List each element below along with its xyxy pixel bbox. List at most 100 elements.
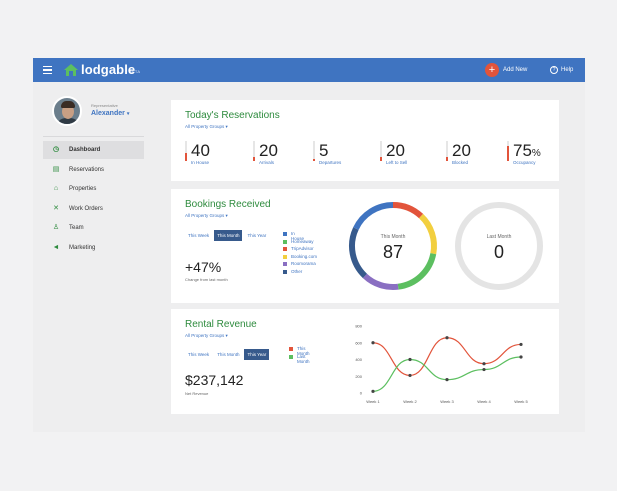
stat-bar-fill [313, 159, 315, 161]
stat-bar-fill [185, 153, 187, 161]
sidebar-item-team[interactable]: ♙ Team [43, 219, 144, 237]
y-tick-label: 800 [355, 324, 362, 329]
legend-swatch [283, 239, 287, 244]
legend-label: Roomorama [291, 261, 316, 266]
home-icon: ⌂ [53, 185, 59, 192]
tab-this-year[interactable]: This Year [247, 233, 267, 238]
donut-slice [392, 202, 424, 219]
stat-in-house: 40 In House [185, 141, 235, 165]
stat-bar [380, 141, 382, 161]
this-month-value: 87 [382, 242, 404, 262]
donut-slice [353, 202, 394, 230]
period-tabs: This Week This Month This Year [185, 349, 271, 360]
user-menu[interactable]: Alexander ▾ [91, 110, 129, 117]
user-role: Representative [91, 103, 118, 108]
megaphone-icon: ◄ [52, 243, 60, 251]
stat-bar [313, 141, 315, 161]
stat-blocked: 20 Blocked [446, 141, 496, 165]
sidebar: Representative Alexander ▾ ◷ Dashboard ▤… [33, 82, 159, 432]
logo-text[interactable]: lodgable [81, 62, 136, 77]
clock-icon: ◷ [52, 146, 60, 153]
sidebar-item-work-orders[interactable]: ✕ Work Orders [43, 200, 144, 218]
card-title: Bookings Received [185, 199, 271, 210]
stat-label: In House [191, 160, 210, 165]
y-tick-label: 200 [355, 374, 362, 379]
this-month-label: This Month [380, 234, 406, 240]
menu-icon[interactable] [43, 66, 52, 75]
app-window: lodgable BETA + Add New ? Help Represent… [33, 58, 585, 432]
last-month-value: 0 [493, 242, 504, 262]
sidebar-item-label: Properties [69, 186, 97, 192]
stat-value: 5 [319, 141, 329, 160]
sidebar-item-label: Reservations [69, 166, 105, 173]
tab-this-month[interactable]: This Month [214, 230, 243, 241]
last-month-label: Last Month [486, 234, 512, 240]
sidebar-item-marketing[interactable]: ◄ Marketing [43, 239, 144, 257]
legend-swatch [283, 247, 287, 251]
data-point[interactable] [371, 389, 375, 393]
logo-icon [64, 64, 78, 76]
stat-bar-fill [446, 157, 448, 161]
stat-occupancy: 75% Occupancy [507, 141, 557, 165]
tab-this-year[interactable]: This Year [244, 349, 270, 360]
stat-departures: 5 Departures [313, 141, 363, 165]
property-group-filter[interactable]: All Property Groups ▾ [185, 124, 228, 129]
legend-swatch [289, 347, 293, 351]
stat-value: 75% [513, 141, 541, 160]
legend-label: Homeaway [291, 238, 314, 244]
top-bar: lodgable BETA + Add New ? Help [33, 58, 585, 82]
stat-label: Departures [319, 160, 342, 165]
data-point[interactable] [408, 373, 412, 378]
legend-swatch [283, 232, 287, 236]
card-title: Rental Revenue [185, 319, 257, 330]
stat-value: 20 [386, 141, 405, 160]
sidebar-item-reservations[interactable]: ▤ Reservations [43, 161, 144, 179]
sidebar-item-label: Team [69, 225, 84, 231]
x-tick-label: Week 1 [366, 399, 380, 404]
data-point[interactable] [519, 342, 523, 347]
y-tick-label: 400 [355, 357, 362, 362]
stat-arrivals: 20 Arrivals [253, 141, 303, 165]
data-point[interactable] [445, 336, 449, 340]
last-month-donut [455, 202, 543, 290]
x-tick-label: Week 2 [403, 399, 417, 404]
add-new-button[interactable]: Add New [503, 67, 528, 73]
sidebar-item-properties[interactable]: ⌂ Properties [43, 180, 144, 198]
add-icon[interactable]: + [485, 63, 499, 77]
reservations-card: Today's Reservations All Property Groups… [171, 100, 559, 181]
tab-this-month[interactable]: This Month [217, 352, 240, 357]
data-point[interactable] [445, 378, 449, 382]
stat-bar [253, 141, 255, 161]
tab-this-week[interactable]: This Week [188, 352, 210, 357]
data-point[interactable] [408, 357, 412, 362]
donut-slice [418, 213, 437, 255]
data-point[interactable] [482, 367, 486, 372]
stat-label: Occupancy [513, 160, 536, 165]
stat-label: Arrivals [259, 160, 275, 165]
property-group-filter[interactable]: All Property Groups ▾ [185, 213, 228, 218]
person-icon: ♙ [52, 224, 60, 231]
data-point[interactable] [519, 355, 523, 359]
sidebar-item-dashboard[interactable]: ◷ Dashboard [43, 141, 144, 159]
stat-label: Blocked [452, 160, 469, 165]
divider [43, 136, 144, 137]
data-point[interactable] [371, 341, 375, 345]
data-point[interactable] [482, 362, 486, 366]
help-button[interactable]: Help [561, 67, 574, 73]
property-group-filter[interactable]: All Property Groups ▾ [185, 333, 228, 338]
legend-swatch [289, 354, 293, 359]
user-name[interactable]: Alexander [91, 110, 125, 117]
stat-bar [507, 141, 509, 161]
legend-label: Other [291, 268, 303, 274]
avatar[interactable] [52, 96, 82, 126]
donut-slice [397, 252, 437, 290]
x-tick-label: Week 5 [514, 399, 528, 404]
revenue-card: Rental Revenue All Property Groups ▾ Thi… [171, 309, 559, 414]
period-tabs: This Week This Month This Year [185, 230, 271, 241]
chevron-down-icon[interactable]: ▾ [126, 111, 130, 117]
x-tick-label: Week 3 [440, 399, 454, 404]
stat-bar [446, 141, 448, 161]
sidebar-nav: ◷ Dashboard ▤ Reservations ⌂ Properties … [43, 141, 144, 258]
tab-this-week[interactable]: This Week [188, 233, 210, 238]
help-icon[interactable]: ? [550, 66, 558, 74]
